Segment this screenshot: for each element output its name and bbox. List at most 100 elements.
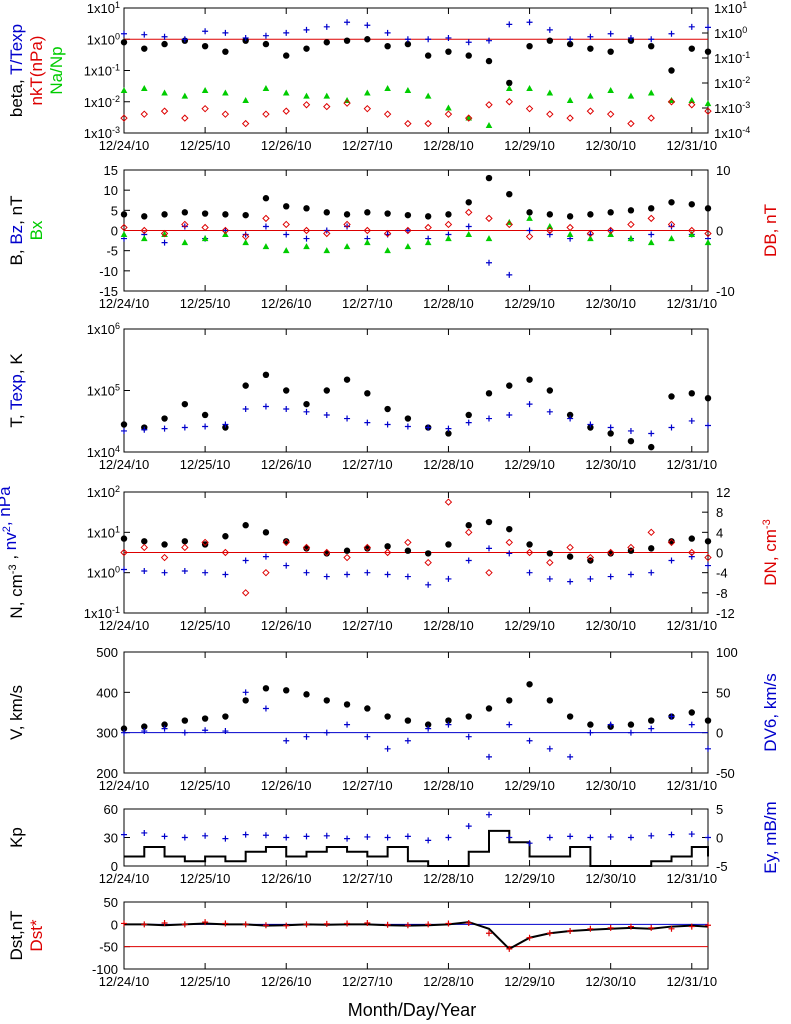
data-point xyxy=(384,571,391,578)
data-point xyxy=(302,101,311,109)
data-point xyxy=(424,213,432,220)
x-tick-label: 12/30/10 xyxy=(585,778,636,793)
data-point xyxy=(262,214,270,223)
data-point xyxy=(161,239,168,246)
data-point xyxy=(241,589,250,597)
series-2 xyxy=(120,85,712,128)
data-point xyxy=(181,538,189,545)
data-point xyxy=(283,387,290,394)
x-tick-label: 12/27/10 xyxy=(342,871,393,886)
data-point xyxy=(587,211,594,218)
data-point xyxy=(465,522,472,529)
series-1 xyxy=(121,689,711,760)
data-point xyxy=(648,924,655,931)
data-point xyxy=(242,96,249,103)
data-point xyxy=(363,226,372,235)
data-point xyxy=(181,223,188,230)
data-point xyxy=(627,427,634,434)
data-point xyxy=(688,390,695,397)
data-point xyxy=(506,550,513,557)
series-0 xyxy=(124,829,709,867)
data-point xyxy=(161,833,168,840)
data-point xyxy=(465,39,472,46)
data-point xyxy=(445,717,452,724)
data-point xyxy=(364,36,371,43)
data-point xyxy=(465,919,472,926)
data-point xyxy=(201,541,209,548)
data-point xyxy=(705,422,711,429)
plot-frame xyxy=(123,651,709,774)
y2-tick-label: 1x10-1 xyxy=(714,50,750,66)
data-point xyxy=(445,834,452,841)
data-point xyxy=(262,403,269,410)
x-tick-label: 12/29/10 xyxy=(504,778,555,793)
data-point xyxy=(465,823,472,830)
data-point xyxy=(283,406,290,413)
data-point xyxy=(566,96,574,103)
data-point xyxy=(384,834,391,841)
y-tick-label: 300 xyxy=(96,726,118,741)
data-point xyxy=(201,223,209,232)
data-point xyxy=(141,45,148,52)
data-point xyxy=(120,223,128,232)
data-point xyxy=(424,119,432,128)
data-point xyxy=(465,231,473,238)
data-point xyxy=(222,48,229,55)
data-point xyxy=(323,247,331,254)
data-point xyxy=(303,833,310,840)
data-point xyxy=(506,945,513,952)
data-point xyxy=(303,92,310,99)
data-point xyxy=(323,573,330,580)
x-tick-label: 12/25/10 xyxy=(180,138,231,153)
data-point xyxy=(445,211,452,218)
data-point xyxy=(587,729,594,736)
data-point xyxy=(383,548,392,557)
y2-tick-label: 1x10-2 xyxy=(714,75,750,91)
x-tick-label: 12/28/10 xyxy=(423,871,474,886)
data-point xyxy=(506,21,513,28)
data-point xyxy=(627,207,635,214)
x-tick-label: 12/30/10 xyxy=(585,138,636,153)
y2-tick-label: 5 xyxy=(716,802,723,817)
data-point xyxy=(242,697,249,704)
x-tick-label: 12/31/10 xyxy=(666,974,717,989)
data-point xyxy=(323,23,330,30)
data-point xyxy=(404,573,411,580)
data-point xyxy=(364,569,371,576)
data-point xyxy=(465,411,472,419)
data-point xyxy=(704,394,712,402)
data-point xyxy=(567,578,574,585)
data-point xyxy=(120,548,128,557)
y2-tick-label: -8 xyxy=(716,586,728,601)
data-point xyxy=(202,832,209,839)
data-point xyxy=(586,229,595,238)
data-point xyxy=(485,705,493,712)
y2-tick-label: 8 xyxy=(716,505,723,520)
data-point xyxy=(344,835,351,842)
data-point xyxy=(303,235,310,242)
data-point xyxy=(424,239,432,246)
data-point xyxy=(705,745,711,752)
data-point xyxy=(121,920,127,927)
data-point xyxy=(627,729,634,736)
data-point xyxy=(364,419,371,426)
data-point xyxy=(607,721,614,728)
data-point xyxy=(384,247,391,254)
data-point xyxy=(323,411,330,418)
series-line xyxy=(124,921,709,951)
series-2 xyxy=(120,498,712,597)
y-tick-label: 1x10-2 xyxy=(84,94,120,110)
data-point xyxy=(303,205,310,212)
data-point xyxy=(445,104,452,111)
data-point xyxy=(688,709,695,716)
data-point xyxy=(668,30,675,37)
data-point xyxy=(668,96,675,103)
data-point xyxy=(506,411,513,418)
data-point xyxy=(201,87,209,94)
x-tick-label: 12/27/10 xyxy=(342,974,393,989)
x-tick-label: 12/26/10 xyxy=(261,778,312,793)
x-tick-label: 12/31/10 xyxy=(666,778,717,793)
data-point xyxy=(323,697,330,704)
data-point xyxy=(485,390,493,397)
x-tick-label: 12/24/10 xyxy=(99,296,150,311)
